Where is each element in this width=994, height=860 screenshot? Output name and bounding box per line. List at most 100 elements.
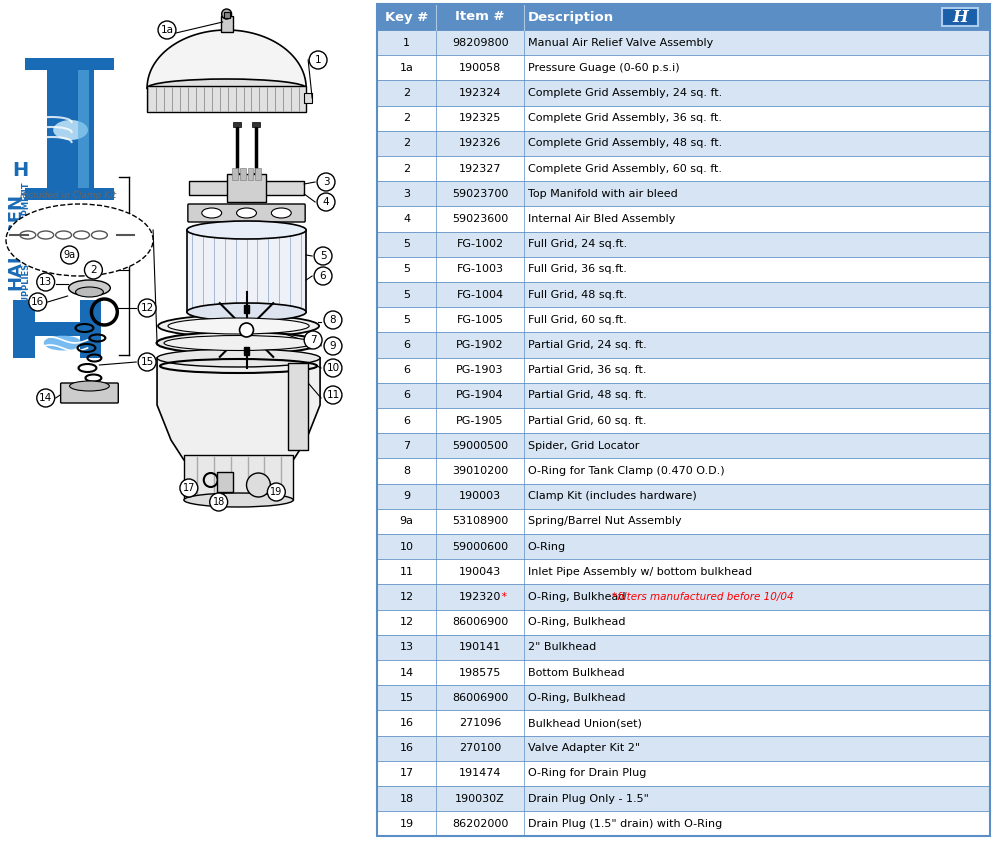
FancyBboxPatch shape <box>377 282 990 307</box>
Text: 5: 5 <box>403 239 411 249</box>
Text: Complete Grid Assembly, 24 sq. ft.: Complete Grid Assembly, 24 sq. ft. <box>528 88 722 98</box>
FancyBboxPatch shape <box>78 70 89 188</box>
Text: PG-1903: PG-1903 <box>456 366 504 375</box>
Text: 2: 2 <box>403 114 411 123</box>
Text: 198575: 198575 <box>459 667 501 678</box>
Circle shape <box>222 9 232 19</box>
Text: 15: 15 <box>400 693 414 703</box>
FancyBboxPatch shape <box>184 455 293 500</box>
Circle shape <box>29 293 47 311</box>
Ellipse shape <box>168 318 309 334</box>
Ellipse shape <box>164 335 313 351</box>
FancyBboxPatch shape <box>13 300 35 358</box>
Text: Bottom Bulkhead: Bottom Bulkhead <box>528 667 624 678</box>
Text: 13: 13 <box>39 277 53 287</box>
Text: 190141: 190141 <box>459 642 501 653</box>
Text: 14: 14 <box>400 667 414 678</box>
FancyBboxPatch shape <box>233 173 241 177</box>
Text: Description: Description <box>528 10 614 23</box>
Text: 5: 5 <box>403 290 411 299</box>
FancyBboxPatch shape <box>252 122 260 127</box>
FancyBboxPatch shape <box>377 156 990 181</box>
FancyBboxPatch shape <box>377 383 990 408</box>
Text: 17: 17 <box>183 483 195 493</box>
Text: 270100: 270100 <box>459 743 501 753</box>
Text: 6: 6 <box>320 271 326 281</box>
Text: 1: 1 <box>403 38 411 47</box>
Text: 12: 12 <box>140 303 154 313</box>
FancyBboxPatch shape <box>377 257 990 282</box>
FancyBboxPatch shape <box>377 685 990 710</box>
Circle shape <box>267 483 285 501</box>
FancyBboxPatch shape <box>221 16 233 32</box>
Text: 190030Z: 190030Z <box>455 794 505 803</box>
Text: 271096: 271096 <box>459 718 501 728</box>
Text: 12: 12 <box>400 592 414 602</box>
FancyBboxPatch shape <box>377 509 990 534</box>
FancyBboxPatch shape <box>377 710 990 735</box>
Ellipse shape <box>202 208 222 218</box>
FancyBboxPatch shape <box>240 168 246 180</box>
Text: 10: 10 <box>326 363 340 373</box>
Text: 6: 6 <box>403 340 411 350</box>
Text: 5: 5 <box>403 315 411 325</box>
Text: Valve Adapter Kit 2": Valve Adapter Kit 2" <box>528 743 640 753</box>
Text: 39010200: 39010200 <box>452 466 508 476</box>
FancyBboxPatch shape <box>377 358 990 383</box>
FancyBboxPatch shape <box>377 635 990 660</box>
Circle shape <box>324 359 342 377</box>
Text: O-Ring, Bulkhead: O-Ring, Bulkhead <box>528 617 625 627</box>
Text: *: * <box>498 592 507 602</box>
FancyBboxPatch shape <box>61 383 118 403</box>
Circle shape <box>240 323 253 337</box>
Circle shape <box>61 246 79 264</box>
Circle shape <box>314 247 332 265</box>
FancyBboxPatch shape <box>377 30 990 55</box>
Text: 9: 9 <box>403 491 411 501</box>
Text: 86202000: 86202000 <box>452 819 508 829</box>
Polygon shape <box>157 358 320 460</box>
Text: 53108900: 53108900 <box>452 516 508 526</box>
Text: 7: 7 <box>403 441 411 451</box>
FancyBboxPatch shape <box>377 761 990 786</box>
Text: 98209800: 98209800 <box>452 38 508 47</box>
Text: 8: 8 <box>403 466 411 476</box>
FancyBboxPatch shape <box>377 610 990 635</box>
Text: O-Ring for Drain Plug: O-Ring for Drain Plug <box>528 768 646 778</box>
Ellipse shape <box>184 493 293 507</box>
Text: Partial Grid, 48 sq. ft.: Partial Grid, 48 sq. ft. <box>528 390 646 401</box>
Text: 191474: 191474 <box>459 768 501 778</box>
Circle shape <box>37 389 55 407</box>
Text: 11: 11 <box>326 390 340 400</box>
Text: 2: 2 <box>403 138 411 149</box>
Text: Item #: Item # <box>455 10 505 23</box>
Text: Partial Grid, 24 sq. ft.: Partial Grid, 24 sq. ft. <box>528 340 646 350</box>
FancyBboxPatch shape <box>248 168 253 180</box>
Circle shape <box>158 21 176 39</box>
Text: 59000600: 59000600 <box>452 542 508 551</box>
FancyBboxPatch shape <box>377 4 990 30</box>
Text: Inlet Pipe Assembly w/ bottom bulkhead: Inlet Pipe Assembly w/ bottom bulkhead <box>528 567 751 577</box>
Text: Complete Grid Assembly, 36 sq. ft.: Complete Grid Assembly, 36 sq. ft. <box>528 114 722 123</box>
Text: O-Ring, Bulkhead: O-Ring, Bulkhead <box>528 693 625 703</box>
FancyBboxPatch shape <box>377 307 990 333</box>
FancyBboxPatch shape <box>377 333 990 358</box>
FancyBboxPatch shape <box>377 735 990 761</box>
FancyBboxPatch shape <box>80 300 101 358</box>
Text: Full Grid, 24 sq.ft.: Full Grid, 24 sq.ft. <box>528 239 627 249</box>
Text: PG-1902: PG-1902 <box>456 340 504 350</box>
Text: 86006900: 86006900 <box>452 617 508 627</box>
FancyBboxPatch shape <box>377 80 990 106</box>
FancyBboxPatch shape <box>377 181 990 206</box>
Text: 3: 3 <box>403 189 411 199</box>
FancyBboxPatch shape <box>377 433 990 458</box>
Text: 59023700: 59023700 <box>452 189 508 199</box>
Text: 14: 14 <box>39 393 53 403</box>
Text: PG-1904: PG-1904 <box>456 390 504 401</box>
Circle shape <box>84 261 102 279</box>
FancyBboxPatch shape <box>377 786 990 811</box>
Ellipse shape <box>187 303 306 321</box>
Circle shape <box>324 311 342 329</box>
Text: 17: 17 <box>400 768 414 778</box>
FancyBboxPatch shape <box>224 12 230 18</box>
